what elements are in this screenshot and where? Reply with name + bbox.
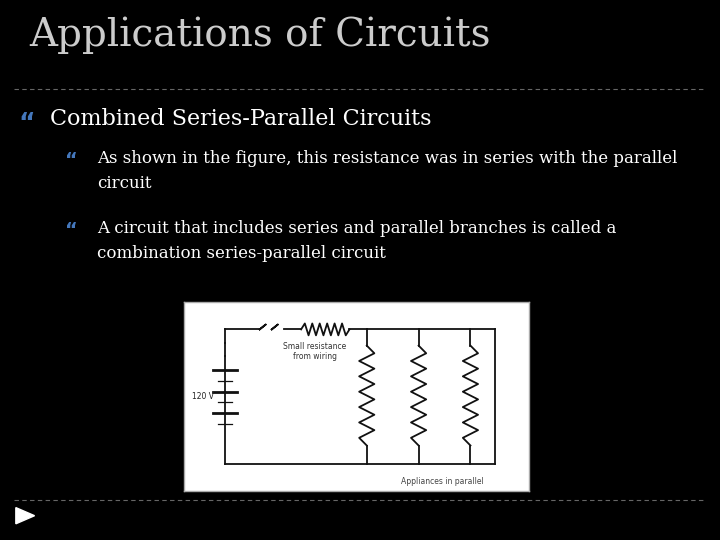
Text: “: “: [18, 111, 35, 134]
Text: Small resistance
from wiring: Small resistance from wiring: [283, 342, 346, 361]
Text: Appliances in parallel: Appliances in parallel: [402, 476, 484, 485]
Text: As shown in the figure, this resistance was in series with the parallel
circuit: As shown in the figure, this resistance …: [97, 150, 678, 192]
Polygon shape: [16, 508, 35, 524]
Text: Applications of Circuits: Applications of Circuits: [29, 16, 490, 53]
Text: “: “: [65, 221, 78, 240]
Text: Combined Series-Parallel Circuits: Combined Series-Parallel Circuits: [50, 108, 432, 130]
Text: 120 V: 120 V: [192, 393, 215, 401]
Text: “: “: [65, 151, 78, 170]
Text: A circuit that includes series and parallel branches is called a
combination ser: A circuit that includes series and paral…: [97, 220, 616, 262]
